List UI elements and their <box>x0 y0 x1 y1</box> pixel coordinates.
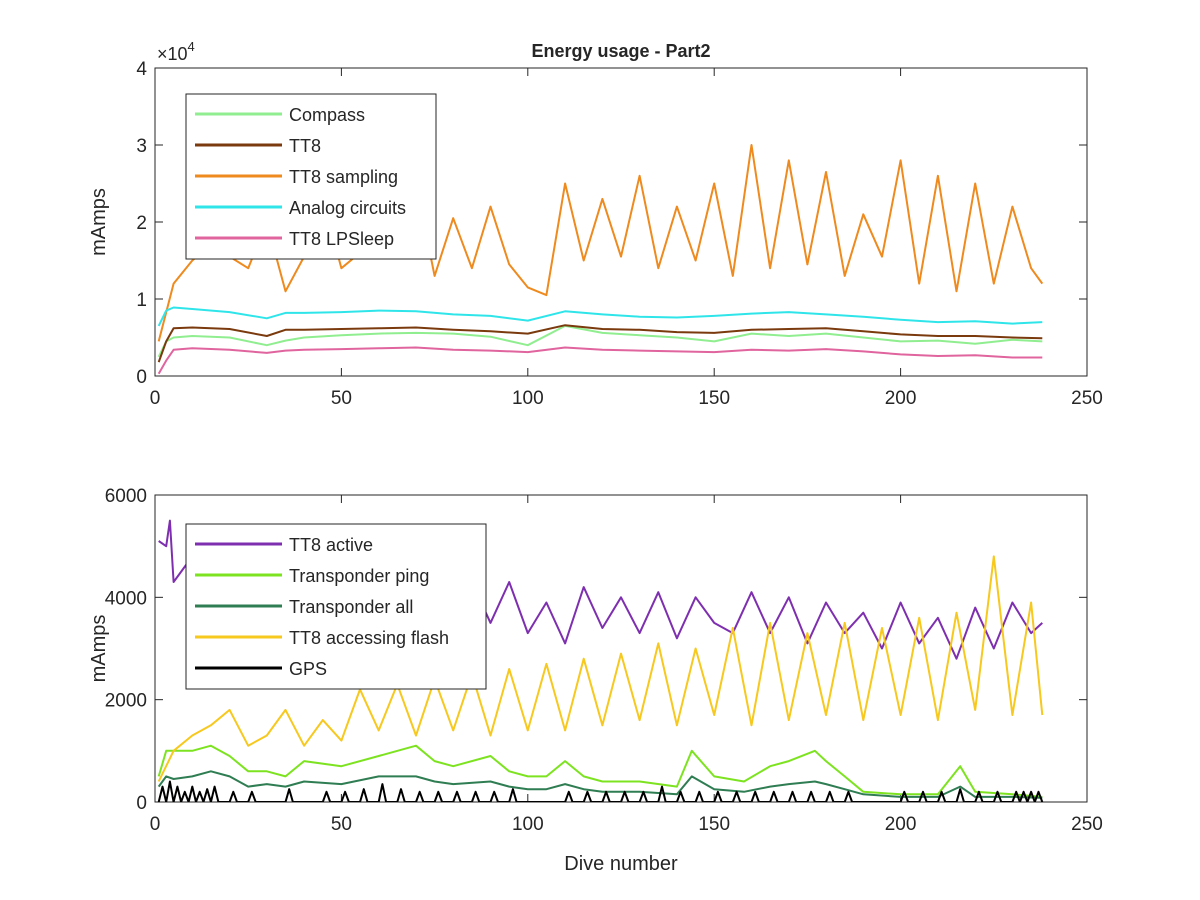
x-tick-label: 50 <box>331 388 352 409</box>
y-tick-label: 2000 <box>105 691 147 712</box>
y-tick-label: 2 <box>136 213 147 234</box>
x-tick-label: 150 <box>698 814 730 835</box>
chart-title: Energy usage - Part2 <box>531 41 710 61</box>
x-tick-label: 0 <box>150 388 161 409</box>
series-line-transponder-all <box>157 770 1043 799</box>
y-axis-label: mAmps <box>88 615 110 683</box>
x-axis-label: Dive number <box>564 853 678 875</box>
series-line-gps <box>157 780 1044 802</box>
x-tick-label: 250 <box>1071 814 1103 835</box>
legend: Compass TT8 TT8 sampling Analog circuits TT8… <box>185 93 437 260</box>
x-tick-label: 200 <box>885 814 917 835</box>
legend-label: TT8 accessing flash <box>289 628 449 648</box>
series-line-tt8 <box>157 324 1043 363</box>
y-tick-label: 4000 <box>105 588 147 609</box>
bottom-axes: 0 50 100 150 200 250 0 2000 4000 6000 mAmps Dive nu… <box>88 486 1103 875</box>
y-exponent-power: 4 <box>188 39 195 54</box>
x-tick-label: 150 <box>698 388 730 409</box>
legend-label: Transponder all <box>289 597 413 617</box>
x-tick-label: 100 <box>512 388 544 409</box>
legend-label: GPS <box>289 659 327 679</box>
x-tick-label: 0 <box>150 814 161 835</box>
series-line-tt8-lpsleep <box>157 346 1043 375</box>
x-tick-label: 250 <box>1071 388 1103 409</box>
y-tick-label: 3 <box>136 136 147 157</box>
legend-label: Compass <box>289 105 365 125</box>
legend-label: TT8 sampling <box>289 167 398 187</box>
series-line-transponder-ping <box>157 744 1043 798</box>
x-tick-label: 200 <box>885 388 917 409</box>
x-tick-label: 100 <box>512 814 544 835</box>
y-tick-label: 1 <box>136 290 147 311</box>
legend-label: Transponder ping <box>289 566 429 586</box>
legend-label: Analog circuits <box>289 198 406 218</box>
series-line-compass <box>157 324 1043 358</box>
y-axis-label: mAmps <box>88 188 110 256</box>
y-tick-label: 6000 <box>105 486 147 507</box>
y-tick-label: 4 <box>136 59 147 80</box>
legend: TT8 active Transponder ping Transponder al… <box>185 523 487 690</box>
legend-label: TT8 <box>289 136 321 156</box>
x-tick-label: 50 <box>331 814 352 835</box>
legend-label: TT8 LPSleep <box>289 229 394 249</box>
legend-label: TT8 active <box>289 535 373 555</box>
series-line-analog-circuits <box>157 306 1043 327</box>
y-tick-label: 0 <box>136 367 147 388</box>
top-axes: 0 50 100 150 200 25001234×104mAmpsCompassTT8T… <box>88 39 1103 409</box>
y-tick-label: 0 <box>136 793 147 814</box>
series-line-tt8-accessing-flash <box>157 555 1044 782</box>
